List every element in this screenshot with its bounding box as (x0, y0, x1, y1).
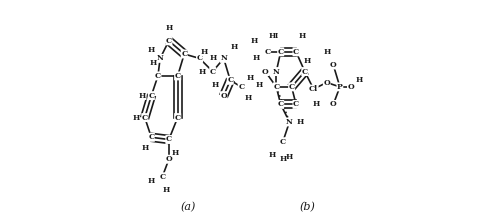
Text: C: C (280, 138, 286, 146)
Text: (b): (b) (299, 202, 315, 212)
Text: H: H (244, 94, 252, 102)
Text: C: C (148, 92, 154, 100)
Text: C: C (273, 83, 280, 91)
Text: H: H (163, 186, 170, 194)
Text: C: C (166, 37, 172, 45)
Text: H: H (139, 92, 146, 100)
Text: C: C (196, 54, 202, 62)
Text: H: H (323, 48, 330, 56)
Text: H: H (148, 177, 155, 185)
Text: C: C (174, 72, 180, 80)
Text: H: H (150, 59, 157, 67)
Text: N: N (286, 118, 293, 126)
Text: H: H (166, 24, 172, 32)
Text: C: C (227, 76, 234, 84)
Text: H: H (172, 149, 179, 157)
Text: H: H (286, 153, 293, 161)
Text: H: H (280, 155, 286, 163)
Text: O: O (324, 79, 330, 87)
Text: H: H (312, 100, 320, 108)
Text: O: O (166, 155, 172, 163)
Text: H: H (356, 76, 363, 84)
Text: C: C (210, 67, 216, 75)
Text: C: C (166, 135, 172, 143)
Text: N: N (273, 67, 280, 75)
Text: C: C (293, 100, 299, 108)
Text: H: H (231, 44, 238, 52)
Text: O: O (348, 83, 354, 91)
Text: H: H (270, 32, 278, 40)
Text: H: H (304, 57, 310, 65)
Text: H: H (251, 37, 258, 45)
Text: C: C (159, 173, 166, 181)
Text: Cl: Cl (309, 85, 318, 93)
Text: C: C (302, 67, 308, 75)
Text: H: H (268, 32, 276, 40)
Text: C: C (288, 83, 294, 91)
Text: N: N (156, 54, 164, 62)
Text: H: H (268, 151, 276, 159)
Text: H: H (198, 67, 205, 75)
Text: H: H (148, 46, 155, 54)
Text: P: P (337, 83, 343, 91)
Text: H: H (299, 32, 306, 40)
Text: H: H (253, 54, 260, 62)
Text: O: O (220, 92, 227, 100)
Text: H: H (141, 144, 148, 152)
Text: H: H (209, 54, 216, 62)
Text: C: C (155, 72, 161, 80)
Text: H: H (132, 114, 140, 122)
Text: C: C (181, 50, 188, 58)
Text: H: H (246, 74, 254, 82)
Text: H: H (255, 81, 262, 89)
Text: C: C (238, 83, 244, 91)
Text: O: O (330, 61, 336, 69)
Text: H: H (297, 118, 304, 126)
Text: (a): (a) (181, 202, 196, 212)
Text: C: C (293, 48, 299, 56)
Text: H: H (212, 81, 218, 89)
Text: H: H (200, 48, 207, 56)
Text: C: C (278, 100, 284, 108)
Text: C: C (174, 114, 180, 122)
Text: C: C (148, 133, 154, 141)
Text: C: C (142, 114, 148, 122)
Text: C: C (264, 48, 270, 56)
Text: O: O (262, 67, 268, 75)
Text: C: C (278, 48, 284, 56)
Text: O: O (330, 100, 336, 108)
Text: N: N (220, 54, 227, 62)
